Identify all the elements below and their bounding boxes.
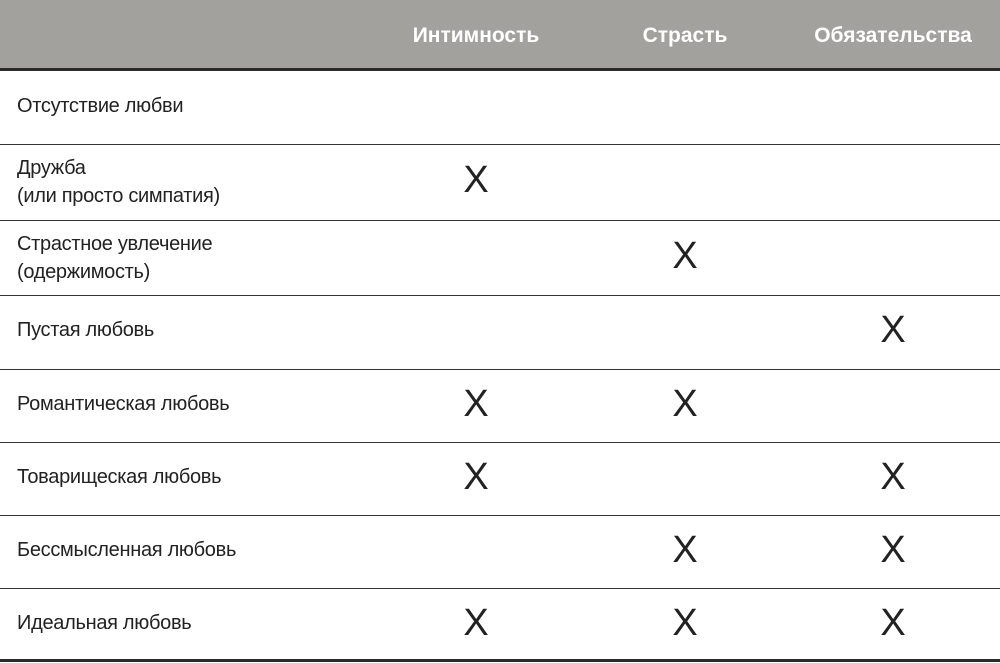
table-row: Страстное увлечение (одержимость) X (0, 221, 1000, 296)
column-header: Интимность (412, 24, 540, 47)
row-label: Отсутствие любви (17, 94, 184, 117)
table-row: Товарищеская любовь X X (0, 443, 1000, 516)
table-row: Романтическая любовь X X (0, 370, 1000, 443)
row-label: Дружба (или просто симпатия) (17, 157, 220, 207)
check-mark: X (672, 234, 698, 277)
check-mark: X (880, 528, 906, 571)
column-header: Обязательства (814, 24, 972, 47)
row-label: Пустая любовь (17, 319, 154, 341)
row-label: Идеальная любовь (17, 611, 192, 634)
table-header: Интимность Страсть Обязательства (0, 0, 1000, 71)
row-label: Бессмысленная любовь (17, 538, 237, 561)
column-header: Страсть (642, 24, 728, 47)
row-label: Романтическая любовь (17, 392, 230, 415)
check-mark: X (463, 159, 489, 201)
check-mark: X (672, 382, 698, 425)
row-label: Товарищеская любовь (17, 465, 222, 488)
table-row: Идеальная любовь X X X (0, 589, 1000, 662)
table-row: Бессмысленная любовь X X (0, 516, 1000, 589)
table-row: Отсутствие любви (0, 72, 1000, 145)
table-row: Дружба (или просто симпатия) X (0, 145, 1000, 221)
check-mark: X (463, 382, 489, 425)
check-mark: X (672, 528, 698, 571)
check-mark: X (463, 455, 489, 498)
check-mark: X (880, 455, 906, 498)
check-mark: X (672, 601, 698, 644)
check-mark: X (880, 309, 906, 351)
check-mark: X (463, 601, 489, 644)
row-label: Страстное увлечение (одержимость) (17, 232, 213, 283)
check-mark: X (880, 601, 906, 644)
table-row: Пустая любовь X (0, 296, 1000, 370)
